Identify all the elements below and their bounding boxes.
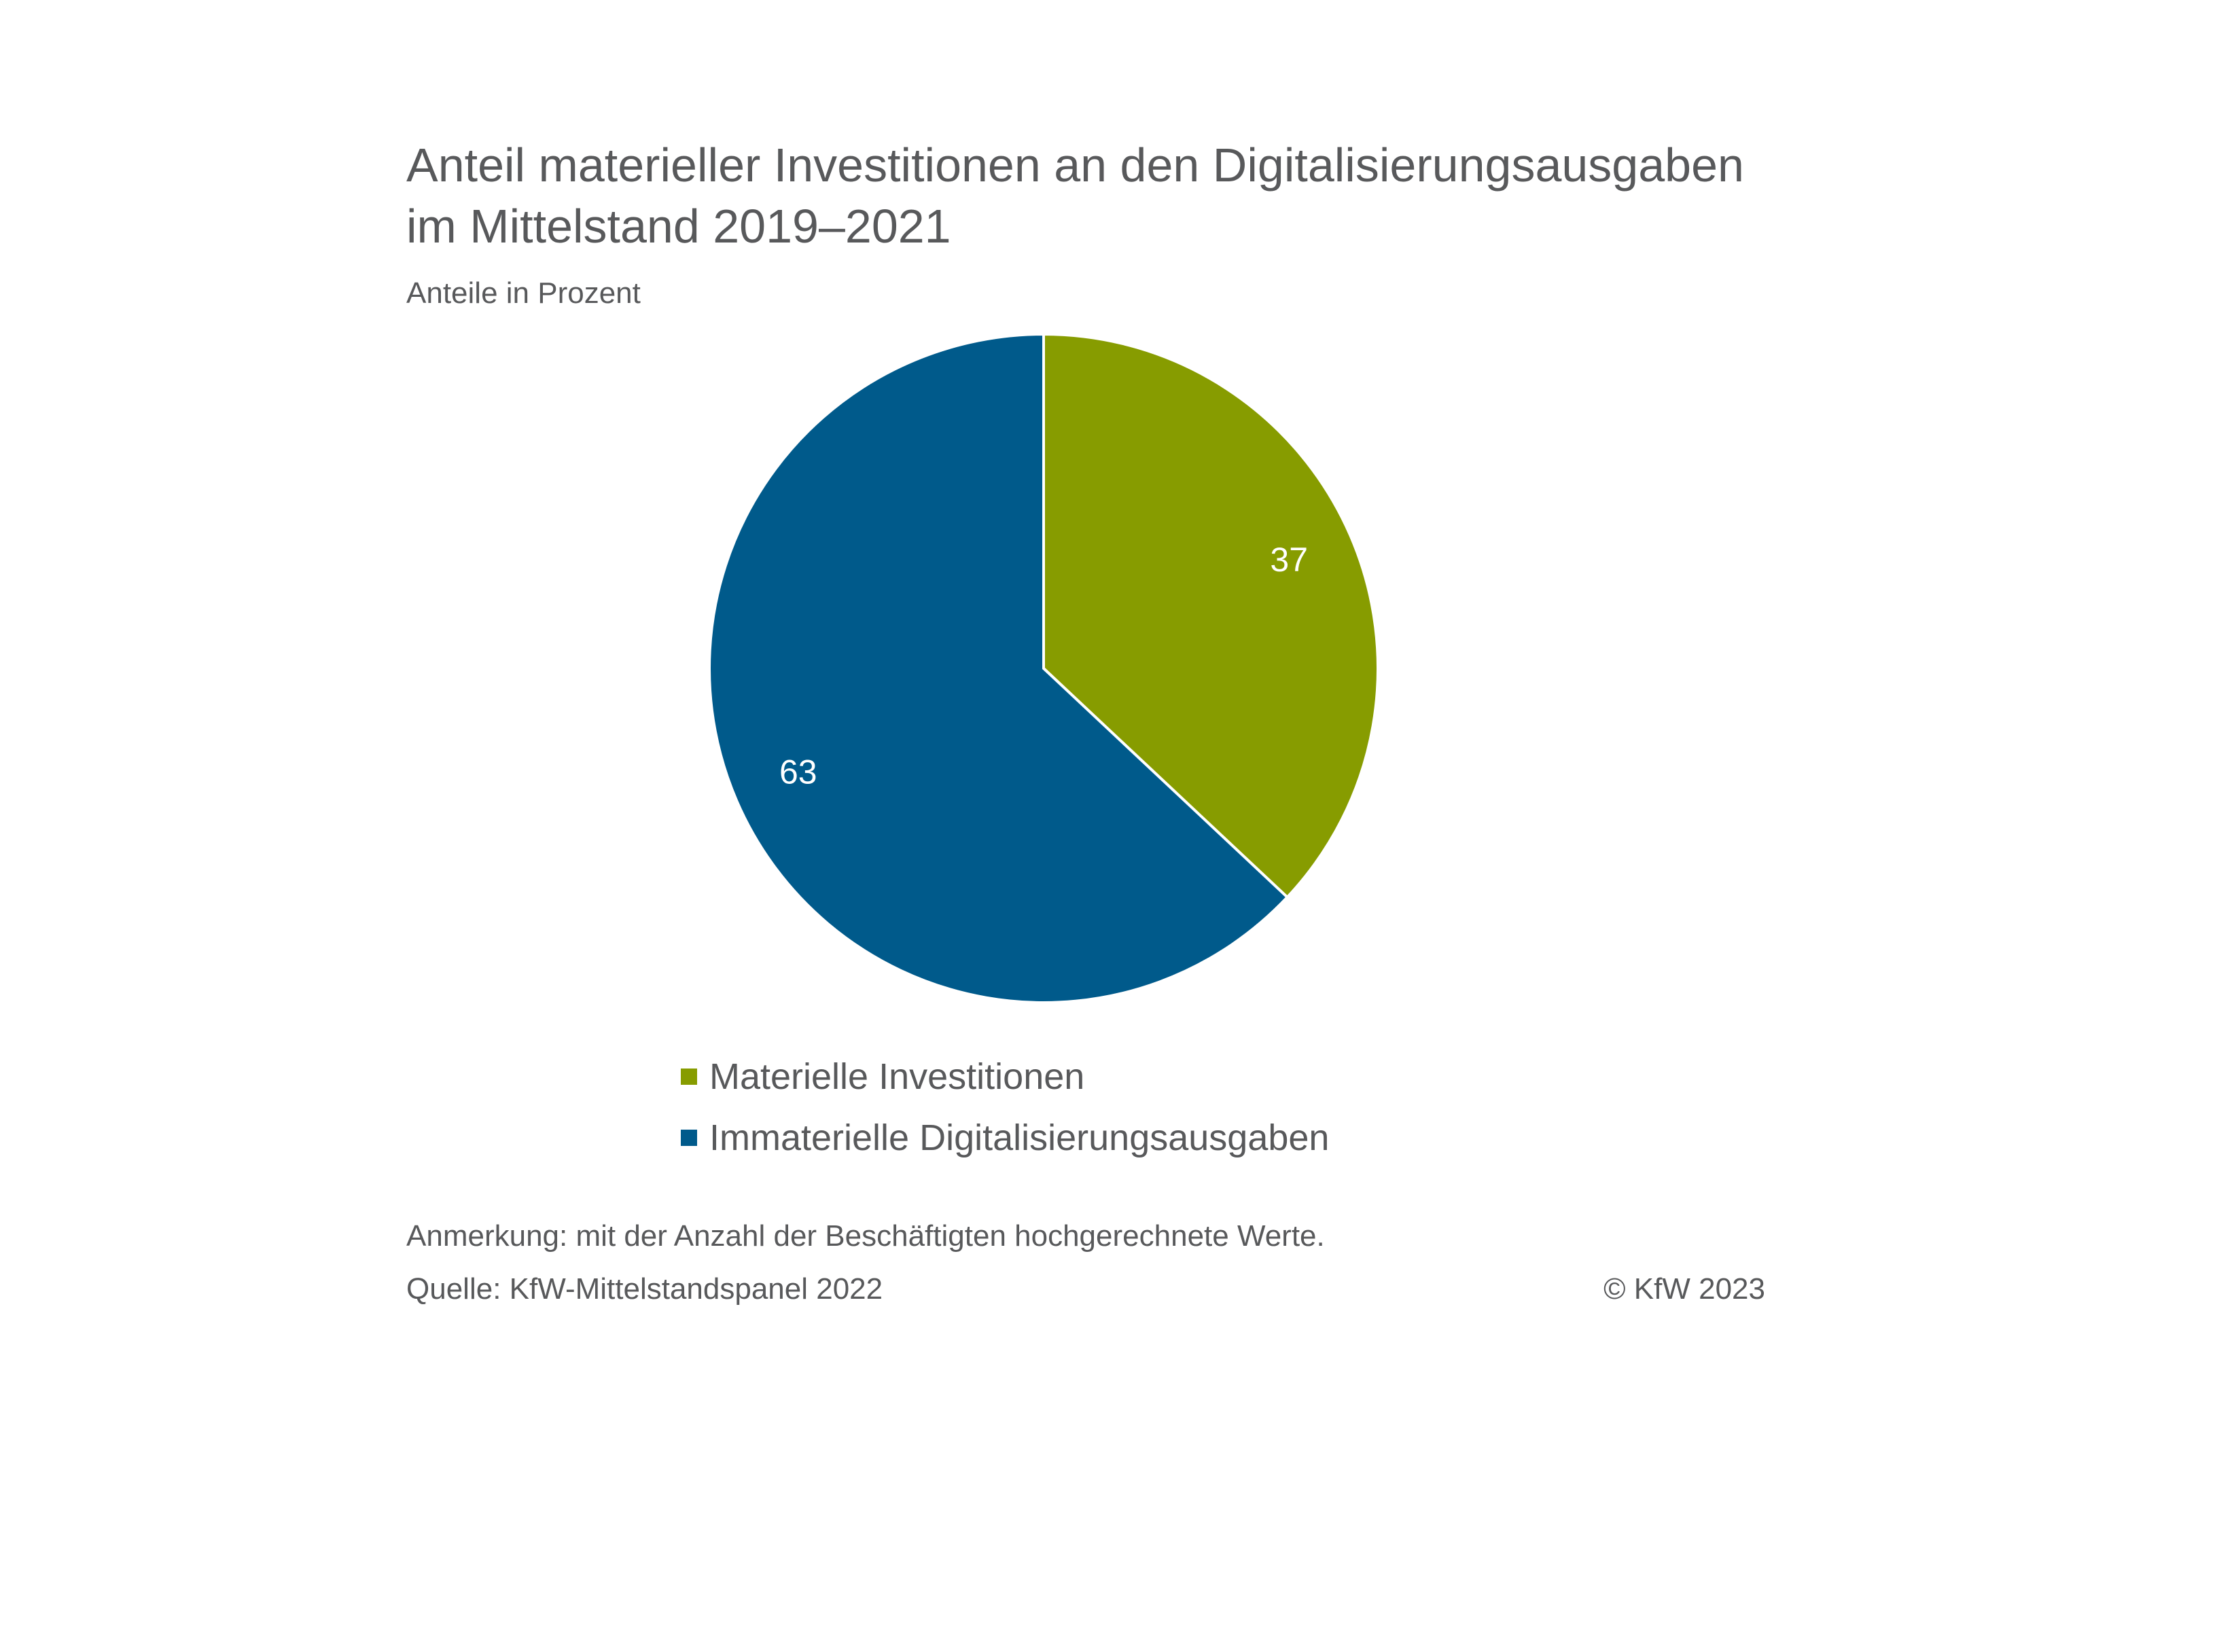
legend-item-materielle: Materielle Investitionen [681, 1046, 1329, 1107]
chart-subtitle: Anteile in Prozent [406, 276, 641, 310]
legend-swatch-materielle [681, 1069, 697, 1085]
footnote: Anmerkung: mit der Anzahl der Beschäftig… [406, 1219, 1325, 1253]
data-label-immaterielle: 63 [779, 753, 817, 791]
source-note: Quelle: KfW-Mittelstandspanel 2022 [406, 1272, 883, 1306]
legend-swatch-immaterielle [681, 1130, 697, 1146]
pie-slice-immaterielle [708, 332, 1290, 1004]
pie-slice-materielle [1042, 332, 1379, 899]
chart-legend: Materielle Investitionen Immaterielle Di… [681, 1046, 1329, 1168]
legend-label-materielle: Materielle Investitionen [709, 1056, 1085, 1097]
data-label-materielle: 37 [1270, 541, 1308, 579]
legend-label-immaterielle: Immaterielle Digitalisierungsausgaben [709, 1117, 1330, 1158]
legend-item-immaterielle: Immaterielle Digitalisierungsausgaben [681, 1107, 1329, 1168]
chart-title: Anteil materieller Investitionen an den … [406, 139, 1744, 253]
copyright-note: © KfW 2023 [1603, 1272, 1765, 1306]
